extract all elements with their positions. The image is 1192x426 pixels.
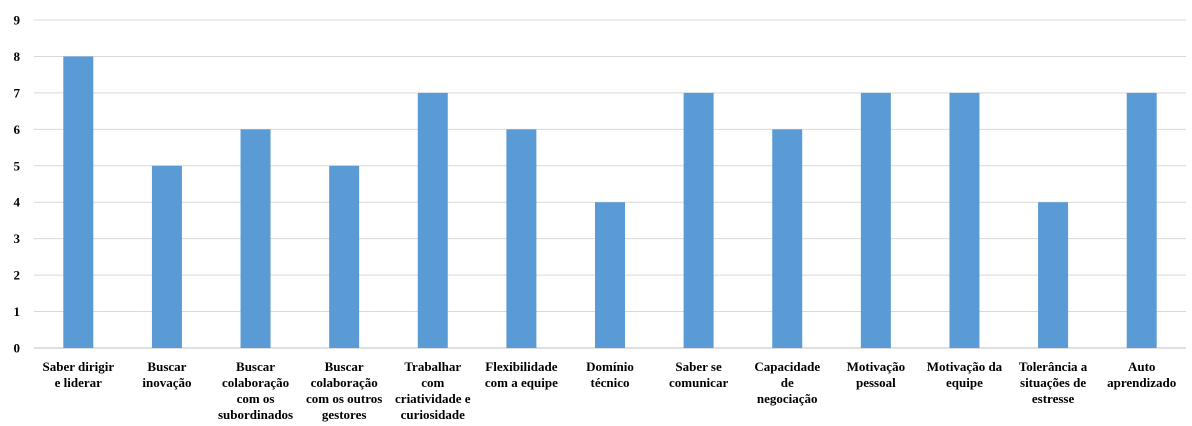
x-tick-label: Buscar colaboração com os subordinados bbox=[218, 359, 293, 422]
x-tick-label: Capacidade de negociação bbox=[754, 359, 820, 406]
bar bbox=[1038, 202, 1069, 348]
x-tick-label: Auto aprendizado bbox=[1107, 359, 1176, 390]
x-tick-label: Trabalhar com criatividade e curiosidade bbox=[395, 359, 471, 422]
bar bbox=[595, 202, 625, 348]
y-tick-label: 2 bbox=[14, 268, 21, 283]
x-tick-label: Buscar colaboração com os outros gestores bbox=[306, 359, 382, 422]
bar bbox=[329, 165, 360, 348]
y-tick-label: 7 bbox=[14, 85, 21, 100]
bar bbox=[240, 129, 271, 348]
bar bbox=[417, 92, 448, 348]
x-tick-label: Motivação da equipe bbox=[927, 359, 1003, 390]
x-tick-label: Flexibilidade com a equipe bbox=[485, 359, 558, 390]
x-tick-label: Domínio técnico bbox=[586, 359, 634, 390]
bar bbox=[683, 92, 714, 348]
x-axis-tick-labels: Saber dirigir e liderar Buscar inovação Busc… bbox=[42, 359, 1176, 422]
y-tick-label: 3 bbox=[14, 231, 21, 246]
y-axis-tick-labels: 0 1 2 3 4 5 6 7 8 9 bbox=[14, 13, 21, 356]
y-tick-label: 6 bbox=[14, 122, 21, 137]
bar bbox=[949, 92, 980, 348]
bars bbox=[63, 56, 1157, 348]
bar bbox=[63, 56, 94, 348]
x-tick-label: Motivação pessoal bbox=[847, 359, 905, 390]
bar bbox=[860, 92, 891, 348]
bar bbox=[772, 129, 803, 348]
bar bbox=[151, 165, 182, 348]
y-tick-label: 8 bbox=[14, 49, 21, 64]
bar bbox=[1126, 92, 1157, 348]
x-tick-label: Saber dirigir e liderar bbox=[42, 359, 114, 390]
y-tick-label: 9 bbox=[14, 13, 21, 28]
y-tick-label: 4 bbox=[14, 195, 21, 210]
y-tick-label: 0 bbox=[14, 341, 21, 356]
x-tick-label: Tolerância a situações de estresse bbox=[1019, 359, 1088, 406]
y-tick-label: 1 bbox=[14, 304, 21, 319]
bar bbox=[506, 129, 537, 348]
x-tick-label: Buscar inovação bbox=[142, 359, 191, 390]
x-tick-label: Saber se comunicar bbox=[669, 359, 728, 390]
y-tick-label: 5 bbox=[14, 158, 21, 173]
